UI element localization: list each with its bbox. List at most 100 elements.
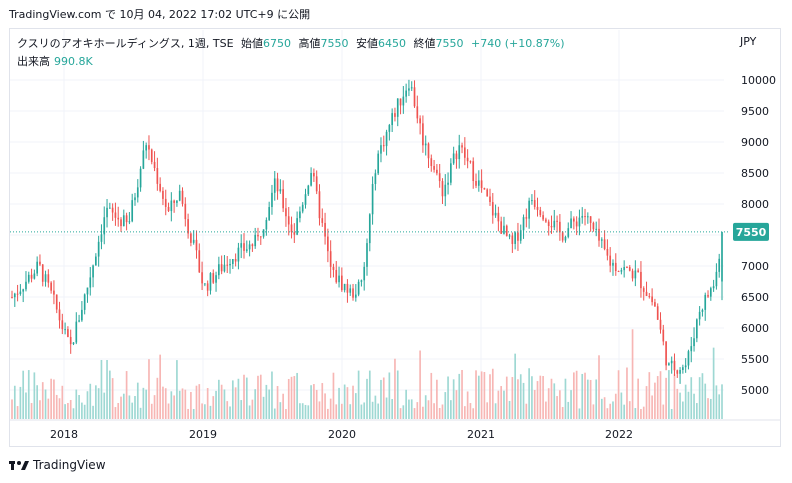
- candle-body: [648, 296, 651, 298]
- candle-body: [139, 168, 142, 188]
- candle-body: [586, 216, 589, 218]
- volume-bar: [349, 404, 352, 419]
- last-price-badge: [733, 222, 769, 241]
- volume-bar: [170, 391, 173, 419]
- candle-body: [254, 234, 257, 247]
- y-tick-label: 8000: [741, 198, 769, 211]
- volume-bar: [494, 403, 497, 419]
- candle-body: [120, 219, 122, 227]
- candle-body: [134, 197, 136, 201]
- volume-bar: [670, 409, 673, 419]
- candle-body: [380, 145, 382, 154]
- candle-body: [503, 225, 505, 234]
- volume-bar: [656, 376, 659, 419]
- volume-bar: [545, 401, 547, 419]
- volume-bar: [153, 395, 156, 419]
- volume-bar: [424, 395, 427, 419]
- volume-bar: [97, 388, 100, 419]
- volume-bar: [531, 376, 533, 419]
- candle-body: [218, 264, 220, 276]
- candle-body: [259, 236, 262, 238]
- volume-bar: [33, 372, 36, 419]
- currency-label: JPY: [740, 35, 757, 48]
- candle-body: [167, 206, 170, 212]
- volume-bar: [679, 392, 681, 419]
- candle-body: [704, 294, 707, 310]
- volume-bar: [357, 370, 360, 419]
- candle-body: [617, 270, 620, 272]
- volume-bar: [39, 400, 41, 419]
- candle-body: [187, 219, 189, 234]
- volume-bar: [436, 379, 438, 419]
- candle-body: [603, 239, 606, 250]
- volume-bar: [332, 372, 335, 419]
- volume-bar: [100, 359, 103, 419]
- volume-bar: [271, 371, 273, 419]
- volume-bar: [628, 401, 631, 419]
- candle-body: [58, 309, 61, 321]
- volume-bar: [293, 376, 296, 419]
- candle-body: [301, 204, 304, 212]
- candle-body: [159, 183, 161, 191]
- candle-body: [279, 189, 282, 192]
- candle-body: [718, 258, 721, 272]
- candle-body: [262, 229, 265, 237]
- candle-body: [329, 251, 332, 267]
- volume-bar: [472, 408, 475, 419]
- volume-label: 出来高: [17, 55, 50, 68]
- volume-bar: [307, 405, 310, 419]
- candle-body: [581, 216, 584, 218]
- volume-bar: [573, 372, 575, 419]
- candle-body: [142, 150, 145, 169]
- candle-body: [609, 255, 612, 266]
- candle-body: [231, 259, 234, 264]
- volume-bar: [433, 403, 435, 419]
- candle-body: [327, 236, 329, 252]
- candle-body: [313, 172, 315, 177]
- candle-body: [444, 184, 447, 197]
- candle-body: [623, 267, 626, 271]
- candle-body: [642, 288, 645, 292]
- y-tick-label: 8500: [741, 167, 769, 180]
- volume-bar: [190, 391, 192, 419]
- volume-bar: [405, 389, 407, 419]
- footer-brand: TradingView: [9, 458, 106, 472]
- candle-body: [184, 203, 187, 220]
- candle-body: [349, 288, 352, 293]
- candle-body: [257, 234, 259, 237]
- open-value: 6750: [263, 37, 292, 50]
- candle-body: [287, 216, 290, 225]
- candle-body: [656, 306, 659, 320]
- volume-bar: [718, 394, 721, 419]
- candle-body: [64, 329, 66, 331]
- candle-body: [271, 192, 273, 208]
- volume-bar: [327, 408, 329, 419]
- candle-body: [712, 286, 715, 289]
- volume-bar: [410, 399, 413, 419]
- candle-body: [584, 216, 586, 218]
- volume-bar: [693, 393, 695, 419]
- candle-body: [374, 173, 377, 184]
- volume-bar: [500, 386, 503, 419]
- candle-body: [293, 232, 296, 235]
- candle-body: [170, 200, 173, 212]
- volume-bar: [603, 397, 606, 419]
- volume-bar: [324, 393, 326, 419]
- volume-bar: [690, 377, 693, 419]
- volume-bar: [508, 400, 511, 419]
- candle-body: [382, 145, 385, 147]
- volume-bar: [360, 404, 363, 419]
- candle-body: [47, 274, 50, 283]
- volume-bar: [408, 399, 410, 419]
- candle-body: [240, 243, 243, 248]
- volume-bar: [654, 382, 656, 419]
- volume-bar: [614, 393, 617, 419]
- candle-body: [668, 363, 670, 366]
- candle-body: [366, 243, 368, 267]
- candle-body: [307, 185, 310, 195]
- candle-body: [156, 168, 159, 184]
- volume-bar: [122, 393, 125, 419]
- candle-body: [338, 275, 340, 283]
- candle-body: [665, 341, 667, 366]
